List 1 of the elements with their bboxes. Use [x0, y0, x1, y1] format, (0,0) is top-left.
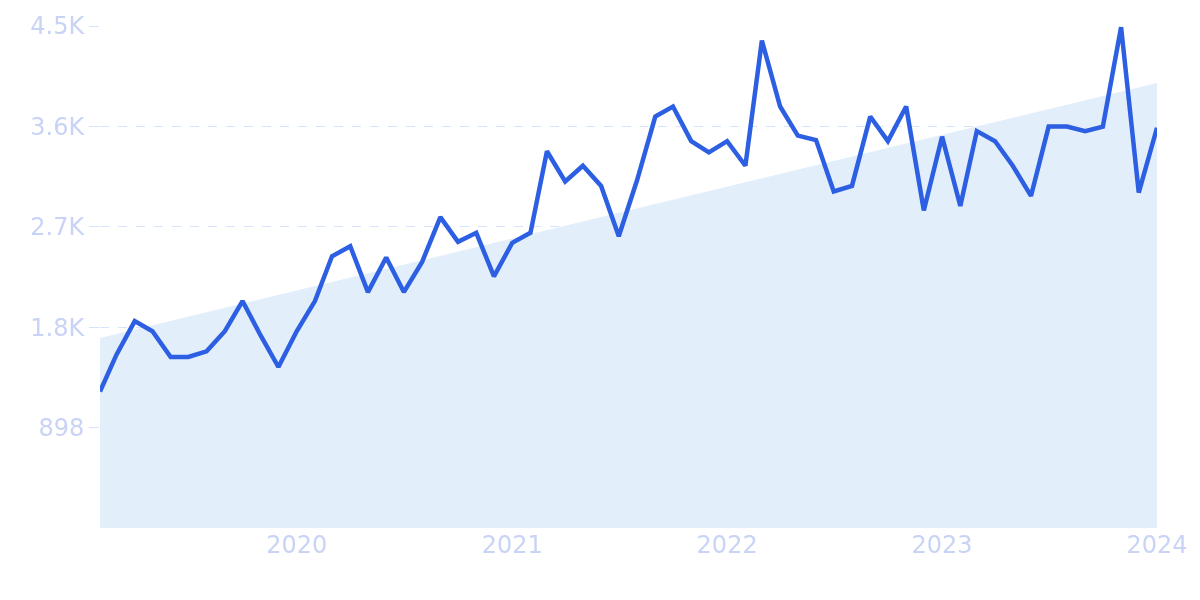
line-series: [100, 26, 1157, 394]
